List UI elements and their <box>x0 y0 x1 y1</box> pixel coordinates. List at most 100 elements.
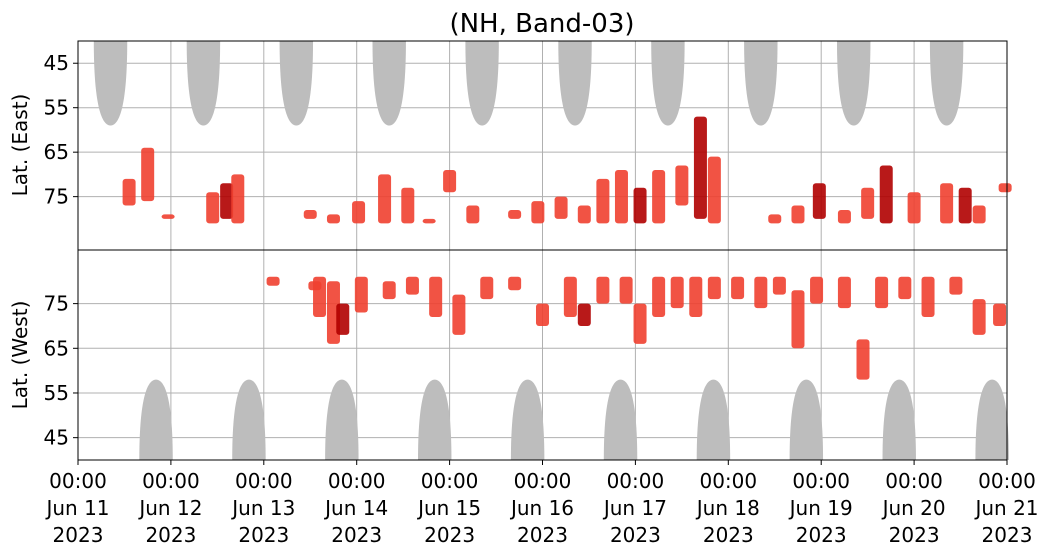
daylight-mask <box>929 41 964 126</box>
event-blob <box>354 276 368 313</box>
event-blob <box>266 276 280 286</box>
y-tick-label: 75 <box>44 292 69 316</box>
event-blob <box>429 276 443 318</box>
x-tick-year: 2023 <box>610 523 661 547</box>
x-tick-year: 2023 <box>982 523 1033 547</box>
event-blob <box>619 276 633 304</box>
ylabel-east: Lat. (East) <box>8 94 32 197</box>
event-blob <box>401 187 415 224</box>
event-blob <box>633 303 647 344</box>
x-tick-date: Jun 12 <box>137 496 202 520</box>
daylight-mask <box>975 379 1009 460</box>
x-tick-time: 00:00 <box>235 469 293 493</box>
event-blob <box>837 276 851 309</box>
y-tick-label: 45 <box>44 51 69 75</box>
x-tick-time: 00:00 <box>514 469 572 493</box>
event-blob <box>972 205 986 224</box>
event-blob <box>554 196 568 219</box>
x-tick-date: Jun 13 <box>230 496 295 520</box>
daylight-mask <box>186 41 221 126</box>
event-blob <box>993 303 1007 326</box>
event-blob <box>652 276 666 318</box>
event-blob <box>382 281 396 300</box>
daylight-mask <box>93 41 128 126</box>
x-tick-time: 00:00 <box>142 469 200 493</box>
event-blob <box>336 303 350 335</box>
event-blob <box>614 169 628 224</box>
daylight-mask <box>789 379 824 460</box>
event-blob <box>508 209 522 219</box>
x-tick-year: 2023 <box>889 523 940 547</box>
event-blob <box>791 205 805 224</box>
daylight-mask <box>418 379 452 460</box>
chart-title: (NH, Band-03) <box>449 9 634 39</box>
event-blob <box>405 276 419 295</box>
event-blob <box>303 209 317 219</box>
event-blob <box>772 276 786 295</box>
event-blob <box>907 192 921 224</box>
daylight-mask <box>651 41 685 126</box>
event-blob <box>326 214 340 224</box>
event-blob <box>577 205 591 224</box>
x-tick-time: 00:00 <box>607 469 665 493</box>
event-blob <box>949 276 963 295</box>
x-tick-year: 2023 <box>424 523 475 547</box>
event-blob <box>313 276 327 318</box>
event-blob <box>535 303 550 326</box>
x-tick-date: Jun 16 <box>509 496 574 520</box>
y-tick-label: 55 <box>44 381 69 405</box>
x-tick-time: 00:00 <box>421 469 479 493</box>
event-blob <box>791 290 805 349</box>
daylight-mask <box>372 41 406 126</box>
event-blob <box>875 276 889 309</box>
event-blob <box>443 169 457 193</box>
x-tick-year: 2023 <box>331 523 382 547</box>
x-tick-year: 2023 <box>53 523 104 547</box>
event-blob <box>898 276 912 300</box>
event-blob <box>422 218 436 224</box>
daylight-mask <box>744 41 778 126</box>
x-tick-year: 2023 <box>238 523 289 547</box>
event-blob <box>563 276 577 318</box>
event-blob <box>707 156 721 224</box>
event-blob <box>452 294 466 335</box>
y-tick-label: 55 <box>44 96 69 120</box>
event-blob <box>508 276 522 291</box>
event-blob <box>731 276 745 300</box>
daylight-mask <box>882 379 916 460</box>
daylight-mask <box>279 41 314 126</box>
event-blob <box>754 276 768 309</box>
event-blob <box>220 183 234 219</box>
x-tick-date: Jun 11 <box>44 496 109 520</box>
x-tick-time: 00:00 <box>49 469 107 493</box>
event-blob <box>768 214 782 224</box>
x-tick-time: 00:00 <box>699 469 757 493</box>
event-blob <box>810 276 824 304</box>
event-blob <box>122 178 136 206</box>
event-blob <box>206 192 220 224</box>
event-blob <box>812 183 826 219</box>
event-blob <box>861 187 875 219</box>
event-blob <box>378 174 392 224</box>
event-blob <box>693 116 707 219</box>
daylight-mask <box>139 379 173 460</box>
event-blob <box>670 276 684 309</box>
event-blob <box>633 187 647 224</box>
daylight-mask <box>232 379 266 460</box>
y-tick-label: 45 <box>44 426 69 450</box>
daylight-mask-layer <box>93 41 1009 460</box>
event-blob <box>231 174 245 224</box>
ylabel-west: Lat. (West) <box>8 301 32 410</box>
event-blob <box>161 214 175 219</box>
daylight-mask <box>510 379 545 460</box>
x-tick-date: Jun 18 <box>695 496 760 520</box>
x-tick-time: 00:00 <box>328 469 386 493</box>
x-tick-time: 00:00 <box>978 469 1036 493</box>
event-blob <box>141 147 155 202</box>
event-blob <box>689 276 703 318</box>
x-tick-date: Jun 19 <box>788 496 853 520</box>
event-blob <box>652 169 666 224</box>
x-tick-year: 2023 <box>145 523 196 547</box>
y-tick-label: 65 <box>44 140 69 164</box>
